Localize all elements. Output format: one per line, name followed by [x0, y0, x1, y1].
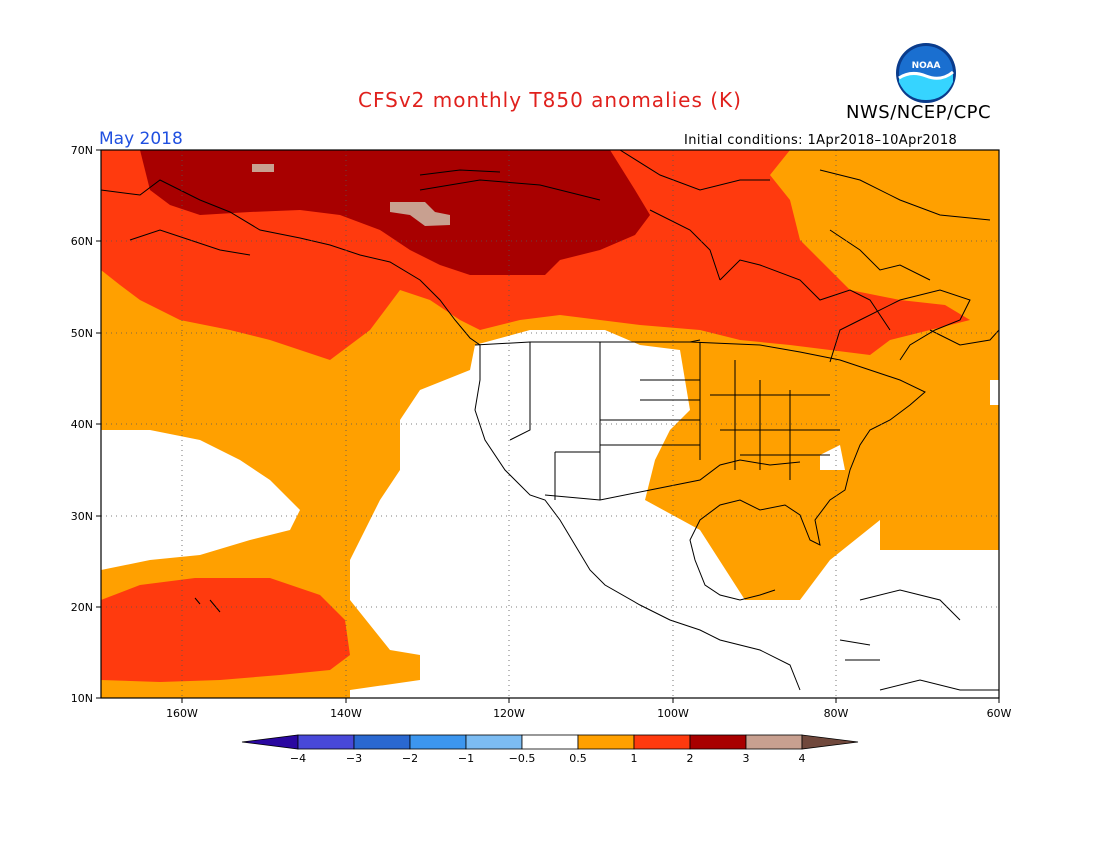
colorbar-label: 4: [799, 752, 806, 765]
colorbar-swatch: [409, 734, 467, 750]
colorbar-label: −0.5: [509, 752, 536, 765]
lon-label: 100W: [657, 707, 689, 720]
colorbar-swatch: [633, 734, 691, 750]
lon-label: 60W: [987, 707, 1012, 720]
colorbar: −4 −3 −2 −1 −0.5 0.5 1 2 3 4: [241, 734, 859, 765]
anomaly-fill-1-2-hawaii: [101, 578, 350, 682]
coastlines: [101, 150, 999, 691]
lat-label: 30N: [71, 510, 93, 523]
colorbar-swatch: [577, 734, 635, 750]
colorbar-label: −1: [458, 752, 474, 765]
lon-label: 140W: [330, 707, 362, 720]
lon-label: 120W: [493, 707, 525, 720]
anomaly-fill-3-4-a: [252, 164, 274, 172]
lon-labels: 160W 140W 120W 100W 80W 60W: [166, 707, 1011, 720]
anomaly-shading: [101, 150, 999, 698]
colorbar-swatch: [745, 734, 803, 750]
colorbar-label: −3: [346, 752, 362, 765]
map-title: CFSv2 monthly T850 anomalies (K): [358, 88, 742, 112]
colorbar-label: 2: [687, 752, 694, 765]
colorbar-swatch: [465, 734, 523, 750]
lat-label: 60N: [71, 235, 93, 248]
forecast-month: May 2018: [99, 129, 183, 149]
lat-label: 50N: [71, 327, 93, 340]
lat-label: 70N: [71, 144, 93, 157]
colorbar-swatch: [297, 734, 355, 750]
lat-label: 40N: [71, 418, 93, 431]
lat-label: 10N: [71, 692, 93, 705]
colorbar-swatch: [689, 734, 747, 750]
lat-label: 20N: [71, 601, 93, 614]
axis-ticks: [96, 149, 1000, 703]
anomaly-fill-neutral-atl: [990, 380, 999, 405]
lon-label: 80W: [824, 707, 849, 720]
colorbar-label: −2: [402, 752, 418, 765]
colorbar-label: 3: [743, 752, 750, 765]
colorbar-swatch: [353, 734, 411, 750]
initial-conditions: Initial conditions: 1Apr2018–10Apr2018: [684, 133, 958, 148]
anomaly-fill-neutral: [350, 330, 999, 698]
logo-text: NOAA: [912, 61, 941, 71]
colorbar-arrow-high: [801, 734, 859, 750]
anomaly-fill-neutral-nc: [820, 445, 845, 470]
colorbar-label: −4: [290, 752, 306, 765]
colorbar-label: 0.5: [569, 752, 587, 765]
anomaly-fill-neutral-west: [101, 430, 300, 570]
agency-label: NWS/NCEP/CPC: [846, 102, 992, 123]
lon-label: 160W: [166, 707, 198, 720]
anomaly-fill-3-4-b: [390, 202, 450, 226]
colorbar-swatch: [521, 734, 579, 750]
lat-labels: 70N 60N 50N 40N 30N 20N 10N: [71, 144, 93, 705]
colorbar-label: 1: [631, 752, 638, 765]
noaa-logo: NOAA: [895, 42, 957, 104]
colorbar-arrow-low: [241, 734, 299, 750]
